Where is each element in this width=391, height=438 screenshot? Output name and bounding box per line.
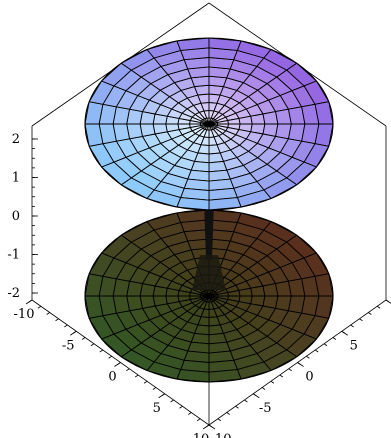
y-minor-tick <box>385 299 390 303</box>
z-axis: 2 1 0 -1 -2 <box>7 132 38 301</box>
x-minor-tick <box>170 399 174 403</box>
x-minor-tick <box>46 312 50 315</box>
surface-patch <box>250 113 266 125</box>
x-minor-tick <box>73 330 77 334</box>
x-minor-tick <box>143 380 148 384</box>
y-minor-tick <box>306 355 310 359</box>
y-minor-tick <box>368 312 372 315</box>
y-minor-tick <box>297 362 301 365</box>
y-minor-tick <box>314 349 319 353</box>
x-minor-tick <box>134 374 139 378</box>
surface-patch <box>152 295 168 307</box>
x-tick-label: 0 <box>108 370 116 385</box>
y-minor-tick <box>288 368 292 372</box>
surface-patch <box>152 123 168 135</box>
y-minor-tick <box>376 305 381 309</box>
y-minor-tick <box>208 424 213 428</box>
y-minor-tick <box>226 412 230 415</box>
x-minor-tick <box>126 368 130 372</box>
y-minor-tick <box>332 337 337 340</box>
x-minor-tick <box>81 337 86 340</box>
y-minor-tick <box>253 393 257 397</box>
x-axis: -10 -5 0 5 10 <box>14 299 210 438</box>
x-tick-label: -10 <box>14 307 35 322</box>
x-minor-tick <box>37 305 42 309</box>
z-tick-label: -1 <box>7 248 20 263</box>
y-tick-label: 10 <box>390 307 391 322</box>
z-tick-label: 2 <box>12 132 20 147</box>
x-minor-tick <box>188 412 192 415</box>
x-minor-tick <box>64 324 68 328</box>
y-minor-tick <box>350 324 354 328</box>
y-minor-tick <box>279 374 284 378</box>
y-minor-tick <box>235 405 239 409</box>
neck-shape <box>204 200 214 260</box>
x-minor-tick <box>117 362 121 365</box>
y-tick-label: 0 <box>305 370 313 385</box>
x-minor-tick <box>205 424 210 428</box>
y-minor-tick <box>341 330 345 334</box>
x-minor-tick <box>99 349 104 353</box>
x-tick-label: -5 <box>62 338 75 353</box>
z-tick-label: 1 <box>12 171 20 186</box>
lower-surface-sheet <box>84 209 334 383</box>
x-minor-tick <box>90 343 95 347</box>
y-minor-tick <box>270 380 275 384</box>
z-tick-label: 0 <box>12 209 20 224</box>
neck-flare <box>192 255 226 290</box>
funnel-neck <box>192 200 226 290</box>
y-tick-label: -5 <box>259 401 272 416</box>
x-minor-tick <box>108 355 112 359</box>
y-minor-tick <box>359 318 363 322</box>
x-minor-tick <box>161 393 165 397</box>
y-tick-label: -10 <box>211 432 232 438</box>
x-tick-label: 10 <box>193 432 210 438</box>
x-minor-tick <box>152 387 157 390</box>
y-tick-label: 5 <box>350 338 358 353</box>
surface-patch <box>250 285 266 297</box>
y-minor-tick <box>261 387 266 390</box>
y-minor-tick <box>323 343 328 347</box>
y-minor-tick <box>244 399 248 403</box>
sheet-rim <box>84 37 334 211</box>
x-tick-label: 5 <box>153 401 161 416</box>
z-tick-label: -2 <box>7 286 20 301</box>
x-minor-tick <box>179 405 183 409</box>
x-minor-tick <box>28 299 33 303</box>
x-minor-tick <box>196 418 201 422</box>
x-minor-tick <box>55 318 59 322</box>
y-axis: 10 5 0 -5 -10 <box>208 299 391 438</box>
upper-surface-sheet <box>84 37 334 211</box>
y-minor-tick <box>217 418 222 422</box>
